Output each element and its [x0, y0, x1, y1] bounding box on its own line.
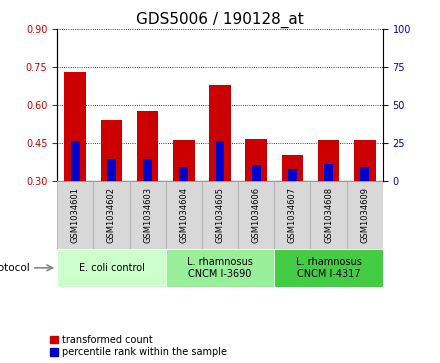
FancyBboxPatch shape	[166, 249, 274, 287]
Bar	[137, 111, 158, 181]
FancyBboxPatch shape	[202, 181, 238, 249]
FancyBboxPatch shape	[129, 181, 166, 249]
Text: L. rhamnosus
CNCM I-3690: L. rhamnosus CNCM I-3690	[187, 257, 253, 279]
Bar	[101, 120, 122, 181]
Bar	[107, 159, 116, 181]
Text: GSM1034603: GSM1034603	[143, 187, 152, 243]
Bar	[246, 139, 267, 181]
Text: GSM1034605: GSM1034605	[216, 187, 224, 243]
Legend: transformed count, percentile rank within the sample: transformed count, percentile rank withi…	[49, 334, 227, 358]
Text: GSM1034604: GSM1034604	[180, 187, 188, 243]
Bar	[282, 155, 303, 181]
Bar	[354, 140, 376, 181]
Bar	[318, 140, 339, 181]
Text: protocol: protocol	[0, 263, 30, 273]
FancyBboxPatch shape	[274, 181, 311, 249]
Text: GSM1034601: GSM1034601	[71, 187, 80, 243]
Bar	[143, 159, 152, 181]
Bar	[209, 85, 231, 181]
FancyBboxPatch shape	[166, 181, 202, 249]
FancyBboxPatch shape	[57, 181, 93, 249]
Bar	[252, 166, 260, 181]
Text: GSM1034607: GSM1034607	[288, 187, 297, 243]
Bar	[64, 72, 86, 181]
Text: E. coli control: E. coli control	[78, 263, 144, 273]
Bar	[180, 167, 188, 181]
FancyBboxPatch shape	[347, 181, 383, 249]
FancyBboxPatch shape	[238, 181, 274, 249]
Bar	[71, 142, 80, 181]
Text: GSM1034608: GSM1034608	[324, 187, 333, 243]
Title: GDS5006 / 190128_at: GDS5006 / 190128_at	[136, 12, 304, 28]
FancyBboxPatch shape	[93, 181, 129, 249]
Bar	[216, 142, 224, 181]
FancyBboxPatch shape	[274, 249, 383, 287]
Bar	[173, 140, 194, 181]
FancyBboxPatch shape	[311, 181, 347, 249]
Text: GSM1034609: GSM1034609	[360, 187, 369, 243]
FancyBboxPatch shape	[57, 249, 166, 287]
Bar	[288, 169, 297, 181]
Text: L. rhamnosus
CNCM I-4317: L. rhamnosus CNCM I-4317	[296, 257, 362, 279]
Bar	[324, 164, 333, 181]
Text: GSM1034606: GSM1034606	[252, 187, 260, 243]
Text: GSM1034602: GSM1034602	[107, 187, 116, 243]
Bar	[360, 167, 369, 181]
